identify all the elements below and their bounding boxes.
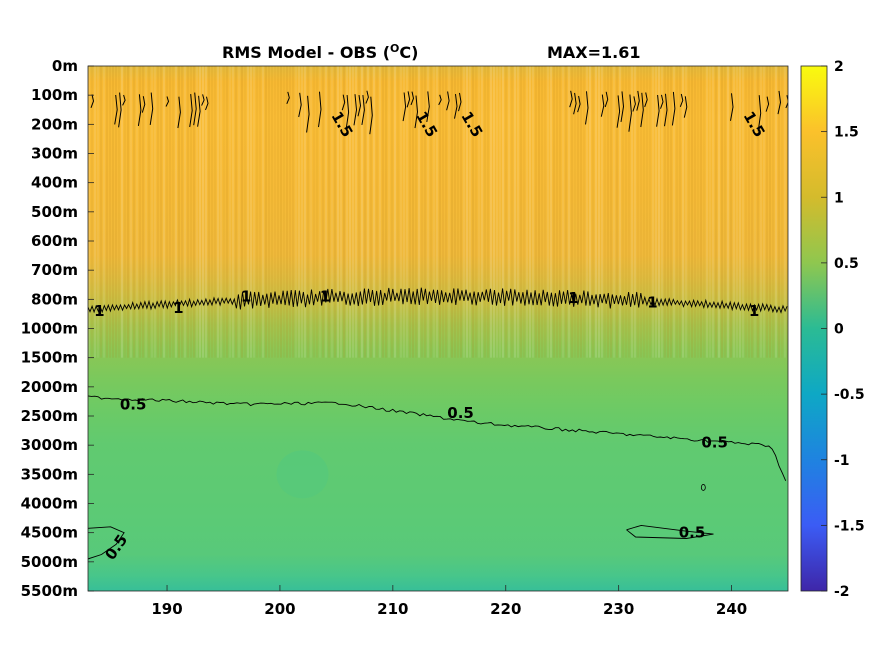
y-tick-label: 5500m — [21, 582, 78, 600]
y-tick-label: 200m — [31, 115, 78, 133]
heatmap-texture — [88, 66, 788, 499]
contour-label: 0.5 — [447, 404, 474, 422]
x-tick-label: 210 — [377, 600, 408, 618]
contour-label: 1 — [749, 302, 759, 320]
contour-label: 0.5 — [701, 433, 728, 451]
colorbar-tick-label: -2 — [834, 584, 850, 600]
x-tick-label: 190 — [151, 600, 182, 618]
contour-label: 0.5 — [120, 395, 147, 413]
heatmap-field — [88, 66, 788, 591]
colorbar-tick-label: 2 — [834, 59, 844, 75]
colorbar-tick-label: -0.5 — [834, 387, 865, 403]
contour-lines — [88, 90, 788, 560]
x-axis-ticks: 190 200 210 220 230 240 — [151, 585, 747, 618]
colorbar-tick-label: -1 — [834, 453, 850, 469]
y-tick-label: 3000m — [21, 436, 78, 454]
colorbar-ticks: 2 1.5 1 0.5 0 -0.5 -1 -1.5 -2 — [821, 59, 865, 600]
max-annotation: MAX=1.61 — [547, 43, 641, 62]
y-tick-label: 1500m — [21, 349, 78, 367]
colorbar-tick-label: 0 — [834, 322, 844, 338]
y-tick-label: 1000m — [21, 320, 78, 338]
colorbar-tick-label: 1 — [834, 190, 844, 206]
y-tick-label: 2500m — [21, 407, 78, 425]
contour-label: 1 — [647, 293, 657, 311]
x-tick-label: 240 — [716, 600, 747, 618]
x-tick-label: 200 — [264, 600, 295, 618]
contour-label: 1 — [320, 287, 330, 305]
contour-label: 1 — [568, 289, 578, 307]
y-tick-label: 4000m — [21, 495, 78, 513]
y-tick-label: 600m — [31, 232, 78, 250]
colorbar-tick-label: -1.5 — [834, 518, 865, 534]
contour-label: 0.5 — [679, 524, 706, 542]
y-axis-ticks: 0m 100m 200m 300m 400m 500m 600m 700m 800m 1000m 1… — [21, 57, 94, 600]
contour-label: 1 — [173, 299, 183, 317]
contour-label: 1 — [94, 302, 104, 320]
plot-area: 1.5 1.5 1.5 1.51 11 1 1 1 10.5 0.50.50.50.5 — [87, 65, 789, 592]
contour-label: 1 — [241, 287, 251, 305]
y-tick-label: 800m — [31, 290, 78, 308]
x-tick-label: 220 — [490, 600, 521, 618]
y-tick-label: 4500m — [21, 524, 78, 542]
y-tick-label: 0m — [52, 57, 78, 75]
x-tick-label: 230 — [603, 600, 634, 618]
y-tick-label: 100m — [31, 86, 78, 104]
colorbar: 2 1.5 1 0.5 0 -0.5 -1 -1.5 -2 — [800, 59, 865, 600]
y-tick-label: 3500m — [21, 465, 78, 483]
y-tick-label: 500m — [31, 203, 78, 221]
colorbar-tick-label: 1.5 — [834, 125, 859, 141]
chart-title: RMS Model - OBS (OC) — [222, 42, 418, 62]
y-tick-label: 700m — [31, 261, 78, 279]
y-tick-label: 5000m — [21, 553, 78, 571]
colorbar-tick-label: 0.5 — [834, 256, 859, 272]
y-tick-label: 400m — [31, 174, 78, 192]
y-tick-label: 2000m — [21, 378, 78, 396]
y-tick-label: 300m — [31, 145, 78, 163]
